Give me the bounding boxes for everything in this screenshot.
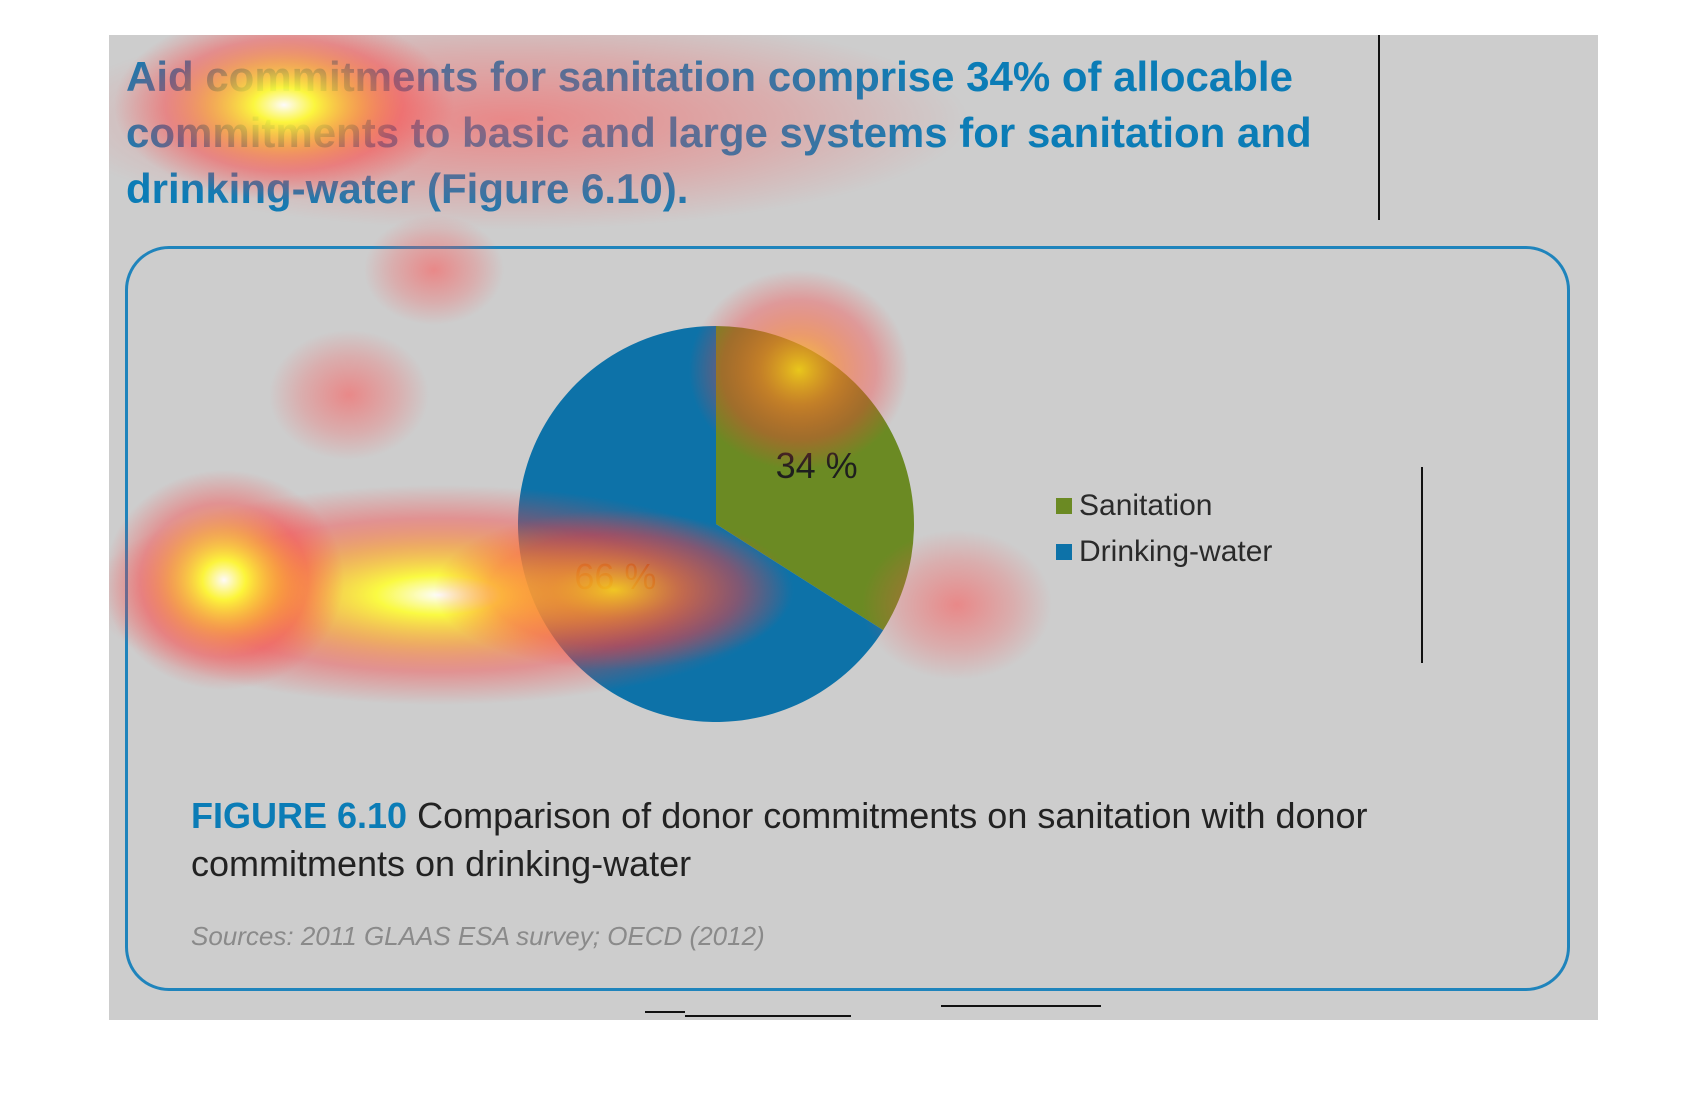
figure-sources: Sources: 2011 GLAAS ESA survey; OECD (20… <box>191 921 765 951</box>
legend-label-drinking-water: Drinking-water <box>1079 535 1273 568</box>
legend-swatch-sanitation <box>1056 498 1072 514</box>
chart-legend: Sanitation Drinking-water <box>1056 483 1272 575</box>
legend-label-sanitation: Sanitation <box>1079 489 1213 522</box>
legend-item-drinking-water: Drinking-water <box>1056 529 1272 575</box>
figure-caption-text: Comparison of donor commitments on sanit… <box>191 795 1368 884</box>
legend-swatch-drinking-water <box>1056 544 1072 560</box>
text-cursor-line <box>1378 35 1380 220</box>
legend-item-sanitation: Sanitation <box>1056 483 1272 529</box>
pie-label-sanitation: 34 % <box>776 445 858 486</box>
slide: Aid commitments for sanitation comprise … <box>109 35 1598 1020</box>
headline-line: Aid commitments for sanitation comprise … <box>126 53 1293 100</box>
headline: Aid commitments for sanitation comprise … <box>126 49 1526 217</box>
figure-caption: FIGURE 6.10 Comparison of donor commitme… <box>191 792 1491 888</box>
figure-panel: 34 % 66 % Sanitation Drinking-water FIGUR… <box>125 246 1570 991</box>
vertical-rule <box>1421 467 1423 663</box>
underline-mark <box>645 1011 685 1013</box>
underline-mark <box>685 1015 851 1017</box>
figure-label: FIGURE 6.10 <box>191 795 408 836</box>
pie-label-drinking-water: 66 % <box>574 556 656 597</box>
underline-mark <box>941 1005 1101 1007</box>
headline-line: commitments to basic and large systems f… <box>126 109 1312 156</box>
headline-line: drinking-water (Figure 6.10). <box>126 165 689 212</box>
